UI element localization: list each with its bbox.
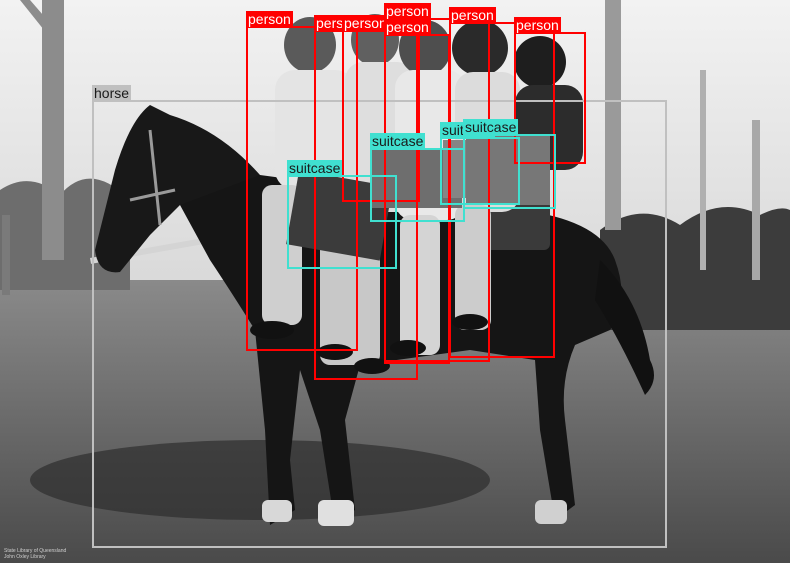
tree-trunk-mid-right: [700, 70, 706, 270]
suitcase-1: [286, 170, 393, 261]
child-4-head: [452, 20, 508, 76]
child-3-legs: [400, 215, 440, 355]
hoof-2: [318, 500, 354, 526]
horse-tail: [595, 260, 654, 395]
suitcase-bounding-box[interactable]: suitcase: [463, 119, 556, 209]
tree-trunk-right: [605, 0, 621, 230]
person-label: person: [384, 19, 431, 36]
tree-trunk-far-right: [752, 120, 760, 280]
suitcase-label: suitcase: [287, 160, 343, 177]
shoe-1: [250, 321, 294, 339]
hoof-3: [535, 500, 567, 524]
bridle: [129, 129, 176, 226]
horse-head: [95, 105, 260, 273]
suitcase-label: suitcase: [463, 119, 519, 136]
person-label: person: [246, 11, 293, 28]
person-label: person: [514, 17, 561, 34]
fence-post: [2, 215, 10, 295]
person-label: person: [384, 3, 431, 20]
person-bounding-box[interactable]: person: [514, 17, 586, 164]
horse-shadow: [30, 440, 490, 520]
shoe-5: [452, 314, 488, 330]
suitcase-4: [466, 135, 550, 205]
photo-caption: State Library of Queensland John Oxley L…: [4, 548, 66, 560]
tree-branch-left: [20, 0, 56, 40]
horse-label: horse: [92, 85, 132, 102]
caption-line-1: State Library of Queensland: [4, 548, 67, 554]
person-label: person: [449, 7, 496, 24]
child-4-legs: [455, 205, 491, 330]
tree-trunk-left: [42, 0, 64, 260]
caption-line-2: John Oxley Library: [4, 554, 46, 560]
person-bounding-box[interactable]: person: [342, 15, 420, 202]
shoe-2: [317, 344, 353, 360]
suitcase-label: suitcase: [370, 133, 426, 150]
horse-bounding-box[interactable]: horse: [92, 85, 667, 548]
hoof-1: [262, 500, 292, 522]
suitcase-bounding-box[interactable]: suitcase: [287, 160, 397, 269]
shoe-3: [354, 358, 390, 374]
person-bounding-box[interactable]: person: [246, 11, 358, 351]
bushes-right: [600, 207, 790, 330]
person-label: person: [342, 15, 389, 32]
